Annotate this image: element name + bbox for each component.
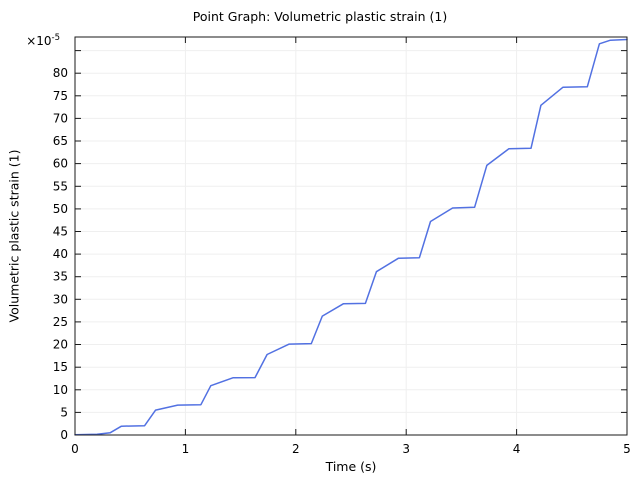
y-axis-multiplier-base: ×10: [26, 34, 52, 48]
y-tick-label: 0: [60, 428, 68, 442]
y-axis-multiplier: ×10-5: [16, 33, 60, 48]
x-tick-label: 4: [513, 442, 521, 456]
y-tick-label: 30: [53, 292, 68, 306]
plot-frame: [74, 36, 628, 436]
y-tick-label: 80: [53, 66, 68, 80]
y-tick-label: 5: [60, 405, 68, 419]
x-tick-label: 0: [71, 442, 79, 456]
y-tick-label: 45: [53, 225, 68, 239]
y-tick-label: 25: [53, 315, 68, 329]
x-tick-label: 5: [623, 442, 631, 456]
series-line: [74, 38, 628, 436]
y-tick-label: 40: [53, 247, 68, 261]
x-tick-label: 3: [402, 442, 410, 456]
y-tick-label: 10: [53, 383, 68, 397]
x-tick-label: 1: [182, 442, 190, 456]
y-tick-label: 35: [53, 270, 68, 284]
chart-title: Point Graph: Volumetric plastic strain (…: [192, 9, 448, 24]
y-tick-label: 50: [53, 202, 68, 216]
y-tick-label: 20: [53, 338, 68, 352]
y-tick-label: 70: [53, 111, 68, 125]
y-tick-label: 60: [53, 157, 68, 171]
y-tick-label: 75: [53, 89, 68, 103]
x-tick-label: 2: [292, 442, 300, 456]
y-axis-multiplier-exponent: -5: [51, 33, 60, 43]
y-tick-label: 15: [53, 360, 68, 374]
y-tick-label: 65: [53, 134, 68, 148]
y-tick-label: 55: [53, 179, 68, 193]
y-axis-label: Volumetric plastic strain (1): [6, 149, 22, 323]
x-axis-label: Time (s): [325, 459, 377, 474]
